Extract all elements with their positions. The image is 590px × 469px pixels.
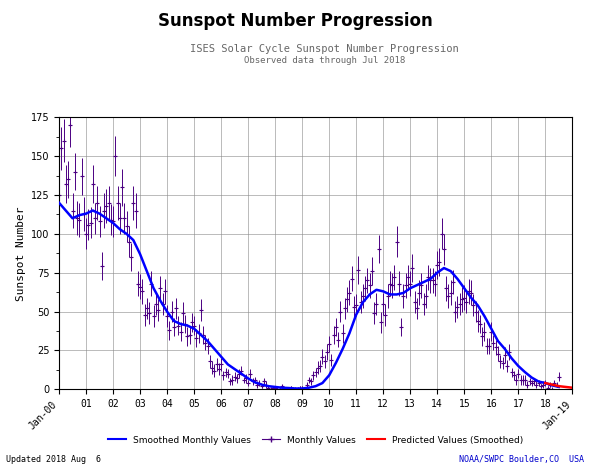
Text: Updated 2018 Aug  6: Updated 2018 Aug 6 [6, 455, 101, 464]
Text: Sunspot Number Progression: Sunspot Number Progression [158, 12, 432, 30]
Text: ISES Solar Cycle Sunspot Number Progression: ISES Solar Cycle Sunspot Number Progress… [190, 44, 459, 54]
Legend: Smoothed Monthly Values, Monthly Values, Predicted Values (Smoothed): Smoothed Monthly Values, Monthly Values,… [108, 436, 523, 445]
Text: NOAA/SWPC Boulder,CO  USA: NOAA/SWPC Boulder,CO USA [459, 455, 584, 464]
Y-axis label: Sunspot Number: Sunspot Number [17, 206, 27, 301]
Text: Observed data through Jul 2018: Observed data through Jul 2018 [244, 56, 405, 66]
